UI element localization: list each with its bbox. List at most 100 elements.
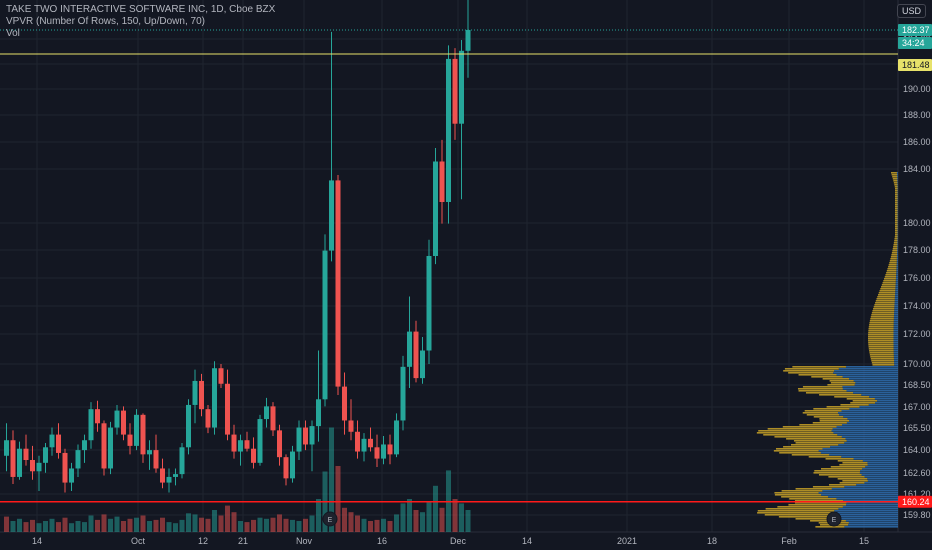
volume-profile-down-bar [829, 484, 857, 486]
x-tick-label: 14 [32, 536, 42, 546]
volume-bar [283, 518, 289, 532]
volume-profile-down-bar [895, 188, 898, 190]
volume-profile-up-bar [896, 258, 898, 260]
volume-profile-down-bar [895, 190, 898, 192]
volume-profile-up-bar [862, 468, 898, 470]
volume-profile-down-bar [804, 410, 842, 412]
volume-profile-down-bar [871, 314, 894, 316]
volume-profile-up-bar [893, 354, 898, 356]
candle-body [439, 161, 445, 202]
volume-profile-down-bar [774, 492, 819, 494]
volume-bar [95, 519, 100, 532]
volume-bar [101, 514, 107, 532]
volume-profile-up-bar [897, 250, 898, 252]
volume-profile-down-bar [872, 310, 895, 312]
currency-button[interactable]: USD [896, 4, 926, 18]
volume-profile-up-bar [849, 378, 898, 380]
volume-profile-up-bar [893, 330, 898, 332]
volume-profile-up-bar [846, 390, 898, 392]
x-tick-label: 15 [859, 536, 869, 546]
volume-profile-down-bar [892, 178, 898, 180]
volume-bar [186, 513, 191, 532]
volume-profile-up-bar [877, 400, 898, 402]
volume-profile-up-bar [897, 246, 898, 248]
x-tick-label: 14 [522, 536, 532, 546]
candle-body [147, 450, 152, 455]
candle-body [121, 410, 126, 435]
x-tick-label: 16 [377, 536, 387, 546]
volume-profile-up-bar [893, 322, 898, 324]
x-tick-label: 21 [238, 536, 248, 546]
volume-profile-up-bar [893, 356, 898, 358]
volume-profile-down-bar [819, 418, 848, 420]
volume-profile-down-bar [795, 518, 841, 520]
volume-bar [43, 521, 48, 532]
volume-bar [335, 466, 341, 532]
volume-bar [17, 518, 22, 532]
volume-profile-down-bar [885, 274, 897, 276]
candle-body [17, 448, 22, 477]
candle-body [387, 444, 393, 455]
volume-indicator-label[interactable]: Vol [6, 28, 20, 39]
volume-profile-up-bar [839, 414, 898, 416]
volume-bar [439, 507, 445, 532]
volume-profile-up-bar [846, 422, 898, 424]
volume-profile-down-bar [895, 196, 898, 198]
y-tick-label: 165.50 [903, 423, 931, 433]
volume-profile-up-bar [893, 344, 898, 346]
volume-bar [433, 485, 438, 532]
candle-body [348, 420, 354, 432]
volume-profile-up-bar [864, 482, 898, 484]
volume-profile-down-bar [895, 228, 898, 230]
volume-profile-down-bar [887, 268, 897, 270]
volume-profile-up-bar [856, 484, 898, 486]
volume-profile-up-bar [893, 324, 898, 326]
candle-body [186, 404, 191, 448]
candle-body [335, 180, 341, 387]
volume-profile-down-bar [869, 320, 894, 322]
candle-body [4, 440, 9, 456]
candle-body [413, 331, 419, 379]
volume-profile-down-bar [839, 464, 868, 466]
volume-profile-up-bar [818, 450, 898, 452]
volume-profile-up-bar [846, 440, 898, 442]
volume-profile-down-bar [881, 284, 896, 286]
volume-bar [251, 519, 256, 532]
volume-bar [88, 515, 94, 532]
y-tick-label: 190.00 [903, 84, 931, 94]
volume-profile-down-bar [893, 246, 898, 248]
volume-profile-up-bar [895, 282, 898, 284]
volume-bar [192, 514, 198, 532]
volume-profile-up-bar [864, 476, 898, 478]
volume-profile-up-bar [834, 510, 898, 512]
volume-bar [231, 512, 237, 532]
volume-profile-up-bar [845, 366, 898, 368]
candle-body [257, 419, 263, 463]
volume-profile-up-bar [896, 266, 898, 268]
volume-profile-down-bar [819, 394, 862, 396]
symbol-title[interactable]: TAKE TWO INTERACTIVE SOFTWARE INC, 1D, C… [6, 4, 276, 15]
volume-profile-down-bar [895, 192, 898, 194]
volume-profile-up-bar [848, 522, 898, 524]
volume-profile-up-bar [830, 446, 898, 448]
y-tick-label: 186.00 [903, 137, 931, 147]
price-label-countdown: 34:24 [898, 37, 932, 50]
y-tick-label: 170.00 [903, 359, 931, 369]
volume-profile-down-bar [757, 512, 832, 514]
volume-profile-up-bar [867, 478, 898, 480]
volume-profile-down-bar [791, 454, 830, 456]
volume-profile-up-bar [841, 410, 898, 412]
volume-profile-down-bar [837, 460, 863, 462]
volume-profile-up-bar [893, 346, 898, 348]
candle-body [49, 434, 55, 448]
volume-profile-up-bar [894, 298, 898, 300]
volume-profile-down-bar [773, 450, 819, 452]
vpvr-indicator-label[interactable]: VPVR (Number Of Rows, 150, Up/Down, 70) [6, 16, 205, 27]
volume-profile-up-bar [893, 360, 898, 362]
y-tick-label: 184.00 [903, 164, 931, 174]
volume-profile-down-bar [871, 312, 895, 314]
volume-profile-down-bar [788, 372, 834, 374]
candle-body [459, 50, 464, 124]
